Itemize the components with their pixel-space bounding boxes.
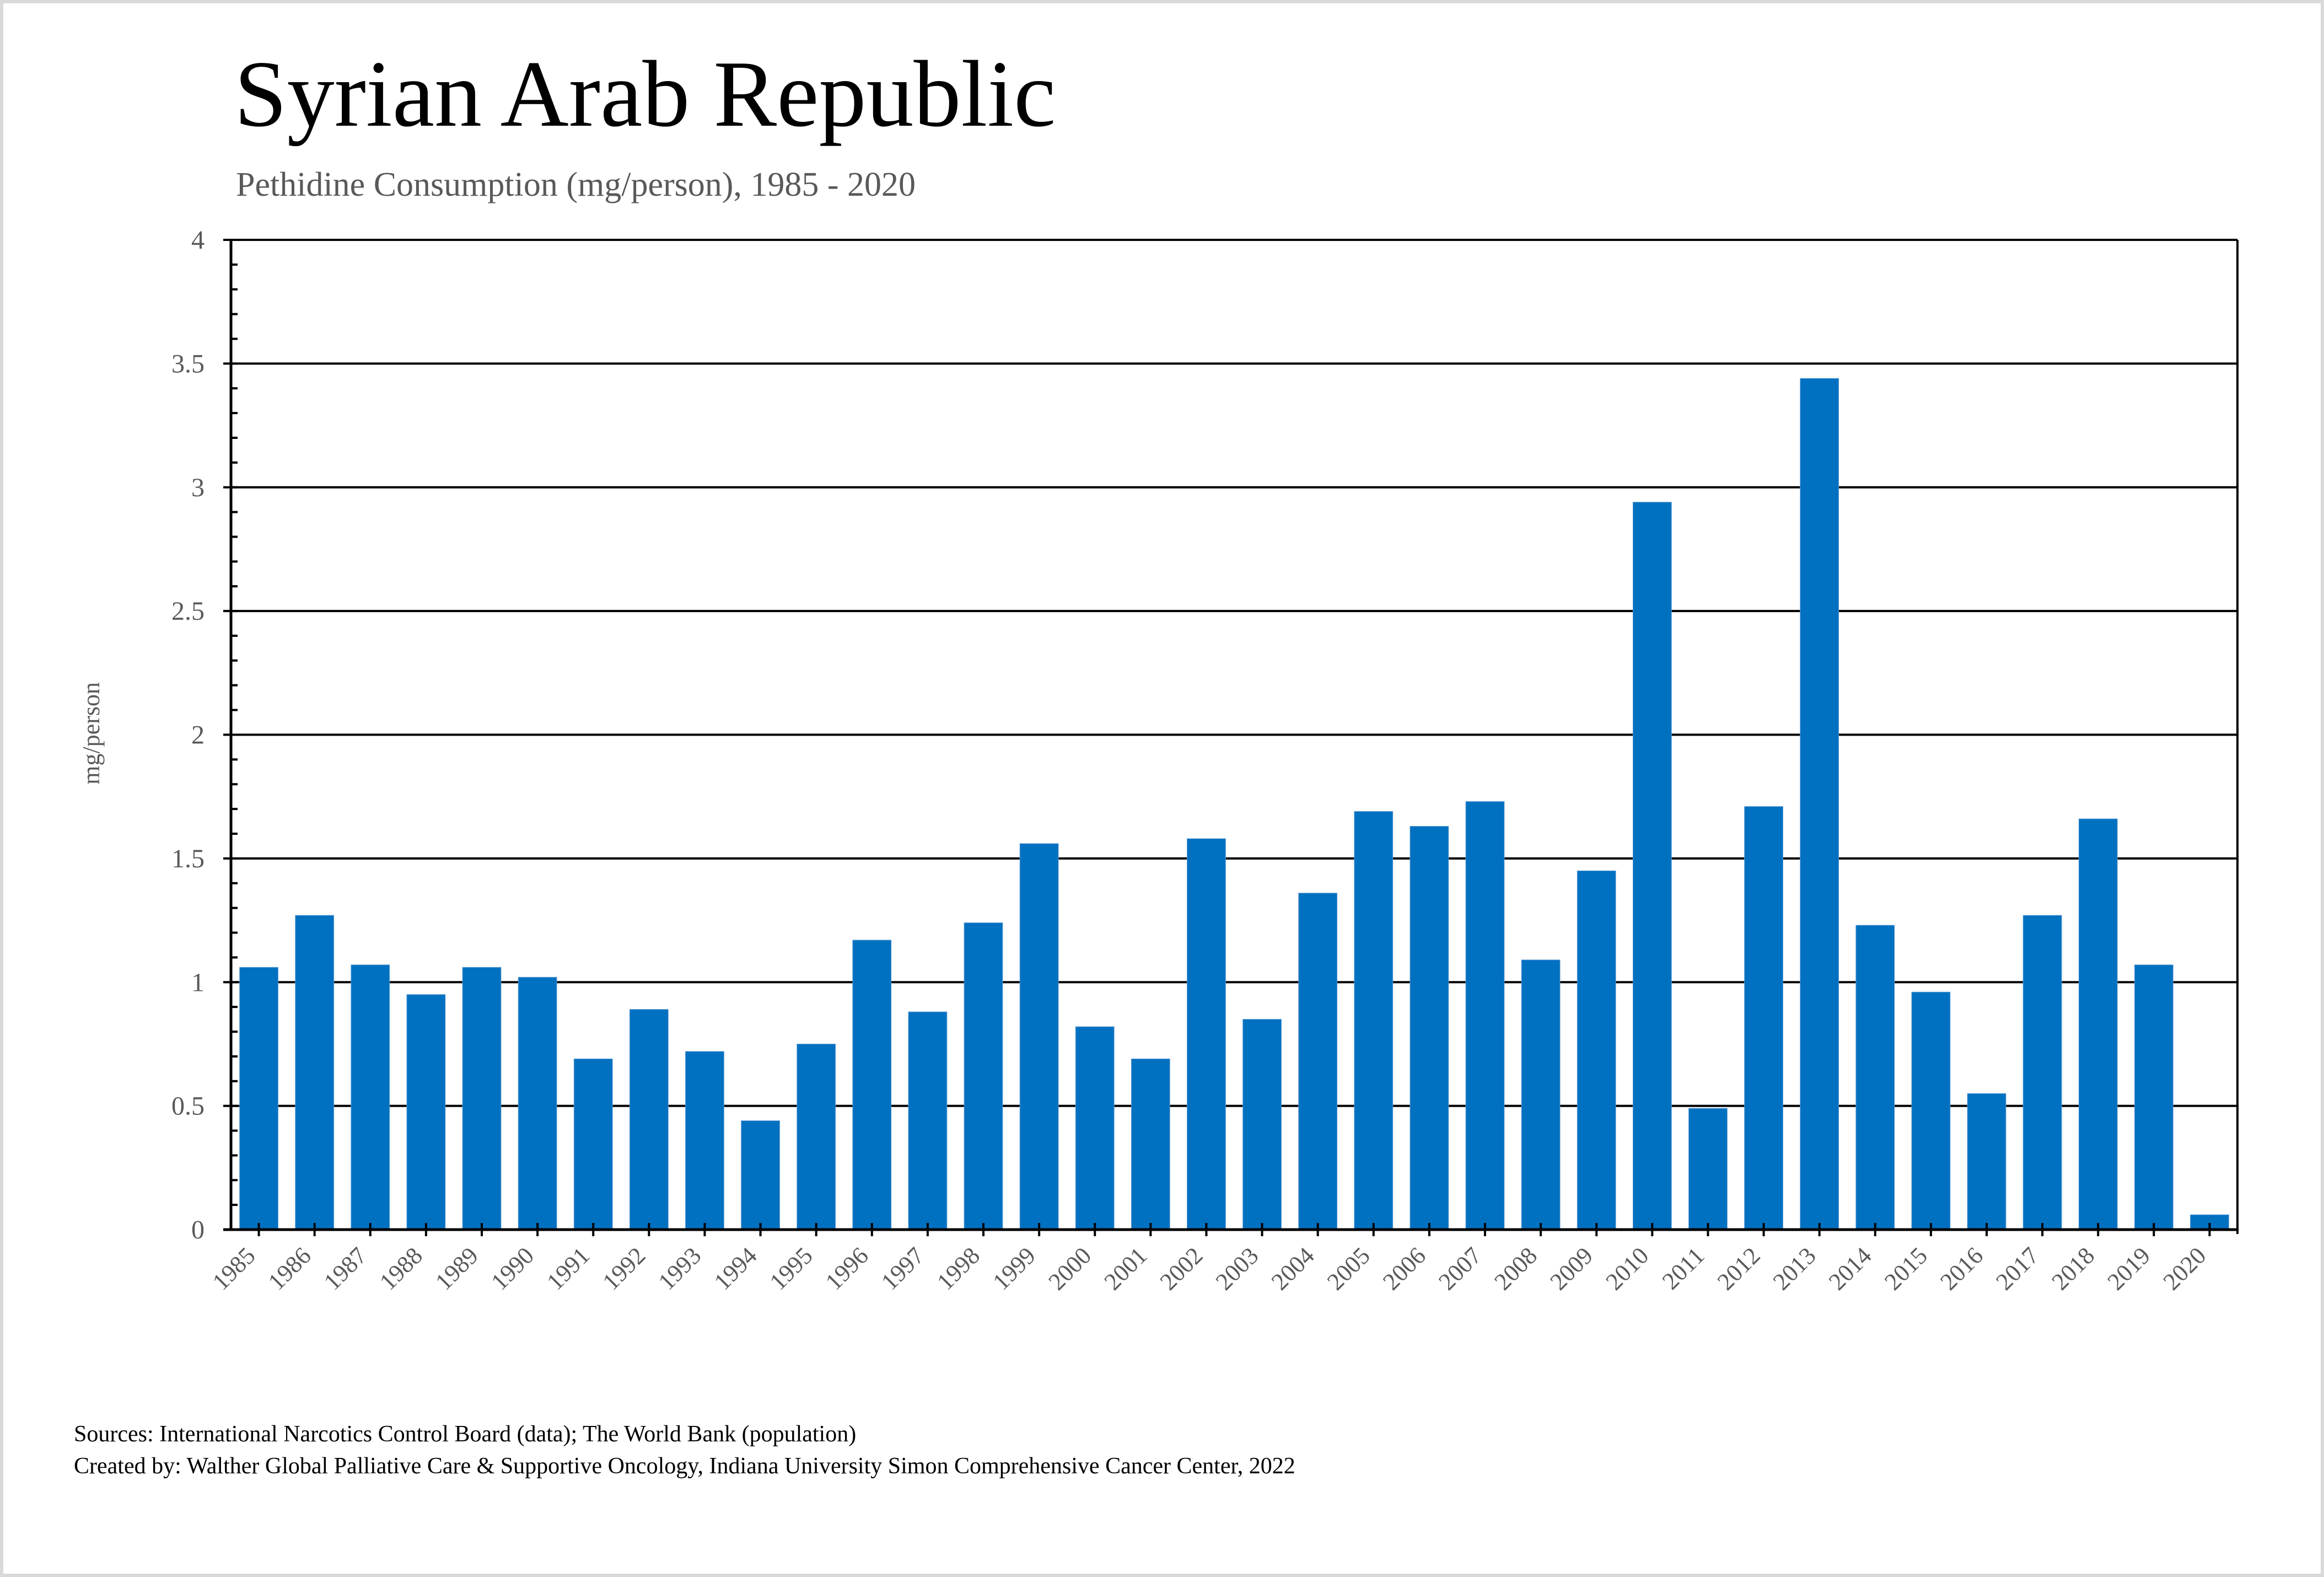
y-tick-label: 4 [191, 226, 205, 255]
x-tick-label: 2005 [1322, 1242, 1375, 1295]
y-tick-label: 1 [191, 968, 205, 997]
x-tick-label: 1989 [430, 1242, 483, 1295]
bar-1997 [908, 1011, 948, 1230]
bar-2008 [1521, 959, 1561, 1230]
x-tick-label: 1998 [932, 1242, 985, 1295]
x-tick-label: 1994 [709, 1242, 762, 1295]
bar-2010 [1632, 502, 1672, 1230]
bar-1995 [797, 1043, 836, 1230]
bar-1993 [685, 1051, 724, 1230]
bar-2007 [1465, 801, 1505, 1230]
y-tick-label: 2.5 [171, 597, 205, 626]
x-tick-label: 1997 [876, 1242, 929, 1295]
x-tick-label: 1991 [541, 1242, 595, 1295]
footer: Sources: International Narcotics Control… [74, 1418, 1295, 1482]
bar-1994 [741, 1120, 780, 1230]
x-tick-label: 2012 [1712, 1242, 1766, 1295]
x-tick-label: 2015 [1879, 1242, 1933, 1295]
x-tick-label: 2007 [1433, 1242, 1487, 1295]
bar-2003 [1242, 1019, 1282, 1230]
chart-subtitle: Pethidine Consumption (mg/person), 1985 … [236, 166, 916, 203]
chart-title: Syrian Arab Republic [234, 42, 1056, 147]
y-tick-label: 3.5 [171, 349, 205, 378]
x-tick-label: 2011 [1657, 1242, 1710, 1295]
bar-2017 [2022, 915, 2062, 1230]
bar-2012 [1744, 806, 1783, 1230]
x-tick-label: 1988 [374, 1242, 428, 1295]
bar-2002 [1187, 838, 1226, 1230]
bar-1999 [1019, 843, 1059, 1230]
y-tick-label: 3 [191, 473, 205, 502]
y-tick-label: 0 [191, 1215, 205, 1245]
bar-1988 [406, 994, 446, 1230]
y-tick-label: 0.5 [171, 1092, 205, 1121]
bar-2014 [1855, 925, 1895, 1230]
x-tick-label: 2017 [1991, 1242, 2044, 1295]
x-tick-label: 2001 [1099, 1242, 1153, 1295]
x-tick-labels: 1985 1986 1987 1988 1989 1990 1991 1992 1993 1994… [207, 1242, 2212, 1295]
x-tick-label: 1990 [486, 1242, 539, 1295]
axes [223, 239, 2239, 1236]
x-tick-label: 2006 [1378, 1242, 1431, 1295]
y-axis-label: mg/person [78, 682, 105, 785]
bar-1992 [629, 1009, 669, 1230]
bar-1998 [964, 922, 1003, 1230]
bar-1989 [462, 967, 502, 1230]
y-tick-label: 1.5 [171, 844, 205, 873]
bar-1985 [239, 967, 278, 1230]
bar-2000 [1075, 1026, 1115, 1230]
x-tick-label: 2018 [2046, 1242, 2100, 1295]
bar-1990 [518, 977, 557, 1230]
x-tick-label: 1999 [987, 1242, 1041, 1295]
bars [239, 378, 2229, 1230]
x-tick-label: 2008 [1489, 1242, 1542, 1295]
x-tick-label: 2020 [2158, 1242, 2212, 1295]
bar-1987 [351, 964, 390, 1230]
bar-2006 [1410, 826, 1449, 1230]
bar-1991 [573, 1058, 613, 1230]
bar-2005 [1354, 811, 1394, 1230]
y-tick-labels: 0 0.5 1 1.5 2 2.5 3 3.5 4 [171, 226, 205, 1245]
x-tick-label: 2009 [1545, 1242, 1598, 1295]
bar-2019 [2134, 964, 2174, 1230]
x-tick-label: 1995 [765, 1242, 818, 1295]
x-tick-label: 2010 [1601, 1242, 1654, 1295]
bar-2011 [1688, 1108, 1728, 1230]
bar-2001 [1131, 1058, 1170, 1230]
x-tick-label: 1993 [653, 1242, 707, 1295]
bar-1996 [852, 940, 892, 1230]
x-tick-label: 1996 [820, 1242, 874, 1295]
x-tick-label: 2019 [2102, 1242, 2156, 1295]
x-tick-label: 2014 [1823, 1242, 1877, 1295]
bar-2013 [1800, 378, 1839, 1230]
x-tick-label: 1985 [207, 1242, 261, 1295]
bar-2009 [1577, 870, 1616, 1230]
x-tick-label: 2002 [1155, 1242, 1208, 1295]
sources-note: Sources: International Narcotics Control… [74, 1422, 857, 1447]
created-by-note: Created by: Walther Global Palliative Ca… [74, 1453, 1295, 1479]
x-tick-label: 2016 [1935, 1242, 1988, 1295]
x-tick-label: 1986 [263, 1242, 316, 1295]
bar-1986 [295, 915, 335, 1230]
x-tick-label: 1987 [319, 1242, 372, 1295]
x-tick-label: 2000 [1043, 1242, 1096, 1295]
bar-2016 [1967, 1093, 2006, 1230]
bar-2004 [1298, 893, 1338, 1230]
x-tick-label: 1992 [598, 1242, 651, 1295]
bar-2018 [2078, 818, 2118, 1230]
bar-2015 [1911, 991, 1951, 1230]
y-tick-label: 2 [191, 721, 205, 750]
x-tick-label: 2003 [1211, 1242, 1264, 1295]
x-tick-label: 2004 [1266, 1242, 1320, 1295]
x-tick-label: 2013 [1768, 1242, 1821, 1295]
